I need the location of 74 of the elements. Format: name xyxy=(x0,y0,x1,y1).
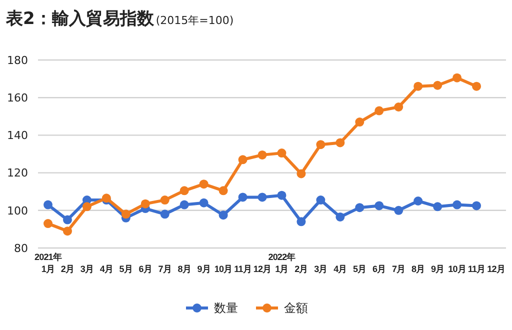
legend-label: 数量 xyxy=(214,301,238,316)
point xyxy=(44,200,52,210)
x-tick-label: 2月 xyxy=(294,264,308,274)
chart-subtitle: (2015年=100) xyxy=(156,14,234,27)
point xyxy=(180,186,189,196)
point xyxy=(62,226,72,236)
point xyxy=(316,140,326,150)
point xyxy=(199,198,208,208)
point xyxy=(160,210,170,219)
chart-title: 表2：輸入貿易指数 xyxy=(6,9,154,29)
point xyxy=(140,199,150,208)
point xyxy=(277,148,286,158)
point xyxy=(394,206,404,215)
point xyxy=(414,196,423,206)
x-tick-label: 3月 xyxy=(314,264,328,274)
point xyxy=(218,186,228,196)
point xyxy=(394,102,404,112)
point xyxy=(238,155,248,164)
point xyxy=(160,196,170,205)
point xyxy=(277,190,286,200)
x-tick-label: 7月 xyxy=(158,264,172,274)
x-tick-label: 9月 xyxy=(430,264,444,274)
x-tick-label: 11月 xyxy=(234,264,252,274)
x-tick-label: 8月 xyxy=(411,264,425,274)
y-tick-label: 140 xyxy=(7,129,28,142)
x-tick-label: 8月 xyxy=(178,264,191,274)
point xyxy=(316,196,326,205)
point xyxy=(258,150,267,160)
x-tick-label: 10月 xyxy=(448,264,466,274)
y-tick-label: 160 xyxy=(7,91,28,104)
point xyxy=(355,203,364,212)
y-tick-label: 120 xyxy=(7,166,28,180)
y-tick-label: 100 xyxy=(7,204,28,218)
point xyxy=(199,180,208,189)
point xyxy=(44,219,52,228)
legend-label: 金額 xyxy=(284,301,308,316)
point xyxy=(238,192,248,202)
point xyxy=(355,118,364,127)
point xyxy=(296,217,306,226)
point xyxy=(258,192,267,202)
x-tick-label: 6月 xyxy=(138,264,152,274)
y-tick-label: 180 xyxy=(7,54,28,67)
point xyxy=(180,200,189,210)
point xyxy=(472,82,482,91)
x-tick-label: 4月 xyxy=(100,264,114,274)
x-tick-label: 5月 xyxy=(353,264,366,274)
x-tick-label: 3月 xyxy=(80,264,94,274)
point xyxy=(336,212,345,222)
point xyxy=(82,202,92,212)
y-tick-label: 80 xyxy=(14,242,28,255)
x-tick-label: 5月 xyxy=(119,264,133,274)
point xyxy=(433,80,442,90)
point xyxy=(374,201,384,210)
point xyxy=(433,202,442,212)
point xyxy=(121,210,130,219)
point xyxy=(336,138,345,148)
point xyxy=(452,200,462,210)
x-tick-label: 10月 xyxy=(214,264,232,274)
x-tick-label: 12月 xyxy=(487,264,505,274)
point xyxy=(472,201,482,210)
x-tick-label: 7月 xyxy=(392,264,406,274)
point xyxy=(414,82,423,91)
x-tick-label: 6月 xyxy=(372,264,386,274)
point xyxy=(374,106,384,116)
point xyxy=(218,210,228,220)
x-tick-label: 12月 xyxy=(253,264,272,274)
point xyxy=(62,215,72,224)
x-tick-label: 2月 xyxy=(60,264,74,274)
x-tick-label: 9月 xyxy=(197,264,210,274)
point xyxy=(452,73,462,82)
point xyxy=(296,169,306,178)
x-tick-label: 2021年 1月 xyxy=(34,252,62,274)
x-tick-label: 11月 xyxy=(468,264,486,274)
x-tick-label: 4月 xyxy=(334,264,347,274)
